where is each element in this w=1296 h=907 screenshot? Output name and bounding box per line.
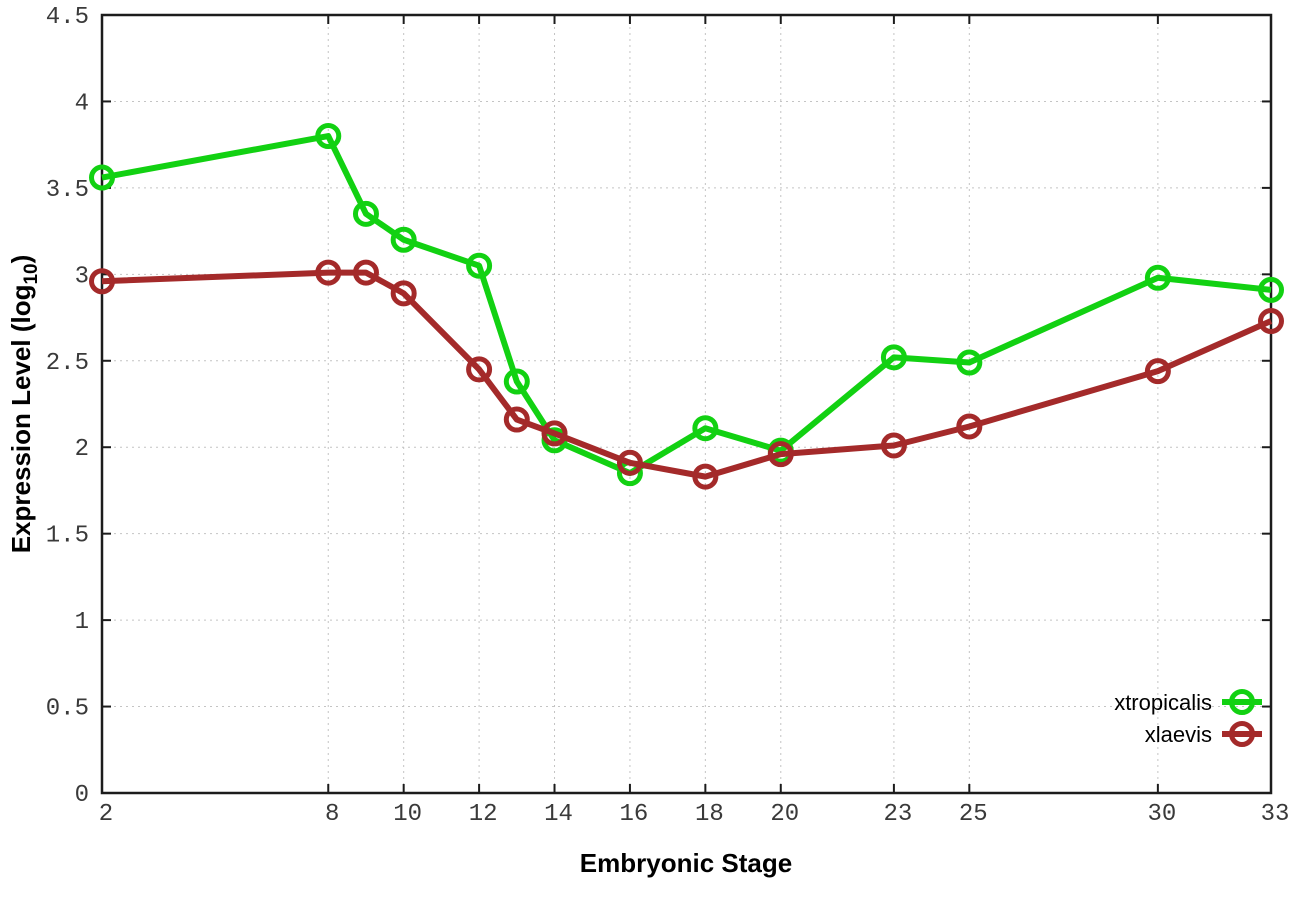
data-point-xlaevis bbox=[1144, 358, 1171, 385]
legend-item-xtropicalis: xtropicalis bbox=[1114, 689, 1262, 715]
data-point-xlaevis bbox=[616, 449, 643, 476]
x-tick-label: 30 bbox=[1147, 801, 1176, 828]
y-axis-title-subscript: 10 bbox=[21, 263, 42, 284]
x-tick-label: 33 bbox=[1261, 801, 1290, 828]
x-tick-label: 10 bbox=[393, 801, 422, 828]
x-tick-label: 16 bbox=[620, 801, 649, 828]
y-tick-label: 4.5 bbox=[46, 4, 89, 31]
x-tick-label: 14 bbox=[544, 801, 573, 828]
y-tick-label: 4 bbox=[75, 90, 89, 117]
x-tick-label: 2 bbox=[99, 801, 113, 828]
data-point-xtropicalis bbox=[390, 226, 417, 253]
y-tick-label: 3 bbox=[75, 263, 89, 290]
legend-sample-marker-xlaevis bbox=[1229, 721, 1255, 747]
data-point-xlaevis bbox=[503, 406, 530, 433]
series-line-xtropicalis bbox=[101, 133, 1272, 477]
x-tick-label: 18 bbox=[695, 801, 724, 828]
y-axis-title: Expression Level (log10) bbox=[6, 255, 42, 554]
series-xlaevis bbox=[89, 259, 1284, 490]
data-point-xtropicalis bbox=[466, 252, 493, 279]
data-point-xtropicalis bbox=[315, 123, 342, 150]
legend-label-xlaevis: xlaevis bbox=[1145, 722, 1212, 747]
y-axis-title-end: ) bbox=[6, 255, 36, 264]
x-tick-label: 25 bbox=[959, 801, 988, 828]
data-point-xtropicalis bbox=[1258, 276, 1284, 303]
data-point-xtropicalis bbox=[352, 200, 379, 227]
y-tick-label: 1 bbox=[75, 609, 89, 636]
data-point-xlaevis bbox=[541, 420, 568, 447]
tick-label-layer: 2 8 10 12 14 16 18 20 23 25 30 33 0 0.5 1 1.5 2 2.5 3 3.5 4 4… bbox=[46, 4, 1290, 828]
data-point-xlaevis bbox=[1258, 308, 1284, 335]
grid-layer bbox=[102, 15, 1271, 793]
data-point-xlaevis bbox=[767, 441, 794, 468]
data-point-xtropicalis bbox=[89, 164, 115, 191]
data-point-xlaevis bbox=[315, 259, 342, 286]
data-point-xlaevis bbox=[89, 268, 115, 295]
data-point-xtropicalis bbox=[1144, 264, 1171, 291]
data-point-xlaevis bbox=[466, 356, 493, 383]
y-tick-label: 2 bbox=[75, 436, 89, 463]
x-axis-title: Embryonic Stage bbox=[580, 848, 792, 878]
legend-item-xlaevis: xlaevis bbox=[1145, 721, 1262, 747]
x-tick-label: 12 bbox=[469, 801, 498, 828]
data-point-xtropicalis bbox=[503, 368, 530, 395]
y-tick-label: 0.5 bbox=[46, 696, 89, 723]
x-tick-label: 20 bbox=[770, 801, 799, 828]
data-point-xlaevis bbox=[692, 463, 719, 490]
legend-sample-marker-xtropicalis bbox=[1229, 689, 1255, 715]
series-layer bbox=[89, 123, 1284, 490]
legend: xtropicalis xlaevis bbox=[1114, 689, 1262, 747]
y-tick-label: 3.5 bbox=[46, 177, 89, 204]
y-tick-label: 0 bbox=[75, 782, 89, 809]
series-xtropicalis bbox=[89, 123, 1284, 487]
data-point-xlaevis bbox=[956, 413, 983, 440]
y-tick-label: 2.5 bbox=[46, 350, 89, 377]
data-point-xlaevis bbox=[390, 280, 417, 307]
data-point-xlaevis bbox=[880, 432, 907, 459]
y-tick-label: 1.5 bbox=[46, 523, 89, 550]
data-point-xtropicalis bbox=[692, 415, 719, 442]
y-axis-title-main: Expression Level (log bbox=[6, 285, 36, 554]
x-tick-label: 8 bbox=[325, 801, 339, 828]
plot-border bbox=[100, 13, 1273, 795]
x-tick-label: 23 bbox=[883, 801, 912, 828]
legend-label-xtropicalis: xtropicalis bbox=[1114, 690, 1212, 715]
data-point-xtropicalis bbox=[880, 344, 907, 371]
tick-layer bbox=[101, 14, 1272, 794]
data-point-xtropicalis bbox=[956, 349, 983, 376]
data-point-xlaevis bbox=[352, 259, 379, 286]
